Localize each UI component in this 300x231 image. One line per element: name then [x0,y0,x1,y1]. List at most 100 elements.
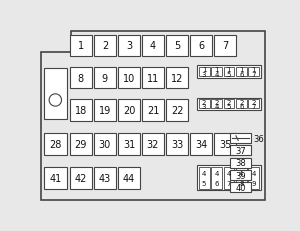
Bar [224,68,234,77]
Bar [70,68,92,89]
Text: 1: 1 [214,67,219,73]
Text: 10: 10 [123,73,135,83]
Text: 20: 20 [123,106,135,116]
Text: 6: 6 [239,103,244,109]
Bar [190,134,212,155]
Text: 43: 43 [99,173,111,183]
Text: 42: 42 [75,173,87,183]
Text: 22: 22 [171,106,183,116]
Bar [199,100,210,109]
Text: 5: 5 [174,41,180,51]
Text: 40: 40 [235,183,246,192]
Text: 39: 39 [235,171,246,180]
Bar [118,100,140,121]
Bar [142,134,164,155]
Bar [44,134,67,155]
Text: 29: 29 [75,139,87,149]
Text: 4: 4 [202,170,206,176]
Bar [94,68,116,89]
Text: 18: 18 [75,106,87,116]
Text: 34: 34 [195,139,207,149]
Bar [248,167,259,189]
Text: 5: 5 [227,71,231,77]
Bar [118,134,140,155]
Bar [248,100,259,109]
Text: 9: 9 [251,180,256,186]
Text: 37: 37 [235,146,246,155]
Text: 8: 8 [78,73,84,83]
Bar [166,134,188,155]
Bar [142,35,164,57]
Bar [211,68,222,77]
Bar [230,182,251,193]
Text: 44: 44 [123,173,135,183]
Bar [94,134,116,155]
Bar [211,167,222,189]
Bar [44,69,67,120]
Bar [94,167,116,189]
Bar [166,68,188,89]
Bar [224,100,234,109]
Text: 4: 4 [214,170,219,176]
Text: 28: 28 [49,139,62,149]
Text: 7: 7 [251,71,256,77]
Text: 4: 4 [150,41,156,51]
Text: 12: 12 [171,73,183,83]
Bar [70,134,92,155]
Polygon shape [41,32,265,200]
Bar [236,167,247,189]
Bar [118,68,140,89]
Text: 1: 1 [227,67,231,73]
Bar [230,158,251,168]
Bar [230,146,251,156]
Text: 4: 4 [214,103,219,109]
Bar [166,35,188,57]
Bar [248,68,259,77]
Bar [94,35,116,57]
Text: 1: 1 [239,67,244,73]
Text: 5: 5 [227,103,231,109]
Text: 4: 4 [251,170,256,176]
Text: 4: 4 [227,170,231,176]
Text: 7: 7 [251,103,256,109]
Bar [224,167,234,189]
Text: 2: 2 [202,99,206,105]
Text: 2: 2 [102,41,108,51]
Text: 31: 31 [123,139,135,149]
Text: 9: 9 [102,73,108,83]
Text: 30: 30 [99,139,111,149]
Text: 21: 21 [147,106,159,116]
Text: 3: 3 [202,71,206,77]
Bar [70,100,92,121]
Text: 7: 7 [222,41,228,51]
Text: 3: 3 [202,103,206,109]
Bar [190,35,212,57]
Text: 1: 1 [78,41,84,51]
Text: 2: 2 [251,99,256,105]
Bar [118,167,140,189]
Bar [142,100,164,121]
Text: 4: 4 [214,71,219,77]
Bar [230,170,251,180]
Text: 4: 4 [239,170,244,176]
Text: 6: 6 [214,180,219,186]
Bar [211,100,222,109]
Text: 32: 32 [147,139,159,149]
Text: 33: 33 [171,139,183,149]
Text: 1: 1 [251,67,256,73]
Bar [70,35,92,57]
Text: 6: 6 [239,71,244,77]
Bar [199,68,210,77]
Text: 1: 1 [202,67,206,73]
Text: 5: 5 [202,180,206,186]
Text: 3: 3 [126,41,132,51]
Bar [44,167,67,189]
Bar [197,166,261,190]
Text: 36: 36 [254,134,265,143]
Bar [94,100,116,121]
Text: 35: 35 [219,139,231,149]
Text: 2: 2 [214,99,219,105]
Bar [118,35,140,57]
Bar [70,167,92,189]
Text: 19: 19 [99,106,111,116]
